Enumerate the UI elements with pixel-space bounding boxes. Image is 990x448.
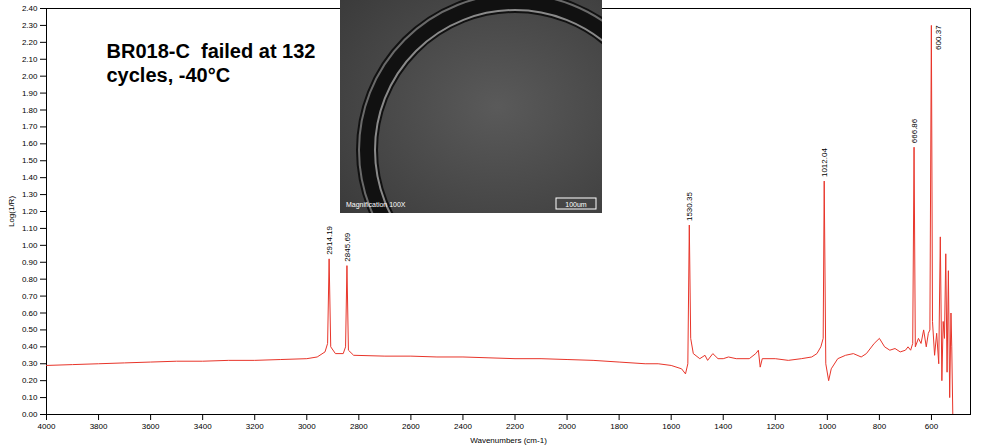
svg-text:2.40: 2.40 (22, 4, 38, 13)
svg-text:3000: 3000 (298, 422, 316, 431)
svg-text:1800: 1800 (610, 422, 628, 431)
svg-text:1000: 1000 (818, 422, 836, 431)
svg-text:0.10: 0.10 (22, 393, 38, 402)
svg-text:Magnification 100X: Magnification 100X (346, 201, 406, 209)
svg-text:3600: 3600 (142, 422, 160, 431)
svg-text:600.37: 600.37 (934, 25, 943, 50)
svg-text:2.20: 2.20 (22, 38, 38, 47)
svg-text:1.80: 1.80 (22, 106, 38, 115)
svg-text:2845.69: 2845.69 (343, 232, 352, 261)
svg-text:2600: 2600 (402, 422, 420, 431)
svg-text:0.80: 0.80 (22, 275, 38, 284)
svg-text:1.90: 1.90 (22, 89, 38, 98)
svg-text:1200: 1200 (766, 422, 784, 431)
svg-text:1.00: 1.00 (22, 241, 38, 250)
svg-text:0.90: 0.90 (22, 258, 38, 267)
svg-text:0.60: 0.60 (22, 309, 38, 318)
svg-text:666.86: 666.86 (910, 118, 919, 143)
svg-text:2400: 2400 (454, 422, 472, 431)
svg-text:2800: 2800 (350, 422, 368, 431)
svg-text:1.70: 1.70 (22, 122, 38, 131)
svg-text:Wavenumbers (cm-1): Wavenumbers (cm-1) (470, 436, 547, 445)
svg-text:1600: 1600 (662, 422, 680, 431)
svg-text:2.30: 2.30 (22, 21, 38, 30)
svg-text:1.30: 1.30 (22, 190, 38, 199)
svg-text:Log(1/R): Log(1/R) (7, 196, 16, 227)
svg-text:1.60: 1.60 (22, 139, 38, 148)
svg-text:2000: 2000 (558, 422, 576, 431)
svg-text:4000: 4000 (38, 422, 56, 431)
svg-text:1.10: 1.10 (22, 224, 38, 233)
svg-text:2.00: 2.00 (22, 72, 38, 81)
svg-text:800: 800 (873, 422, 887, 431)
svg-text:0.20: 0.20 (22, 376, 38, 385)
svg-text:600: 600 (925, 422, 939, 431)
svg-text:0.50: 0.50 (22, 325, 38, 334)
svg-text:BR018-C failed at 132cycles,: BR018-C failed at 132cycles, -40°C (107, 40, 316, 86)
svg-text:3800: 3800 (90, 422, 108, 431)
svg-text:0.70: 0.70 (22, 292, 38, 301)
svg-text:3200: 3200 (246, 422, 264, 431)
svg-text:0.30: 0.30 (22, 359, 38, 368)
svg-text:0.40: 0.40 (22, 342, 38, 351)
svg-text:2914.19: 2914.19 (325, 225, 334, 254)
svg-text:1530.35: 1530.35 (685, 192, 694, 221)
svg-text:100um: 100um (565, 201, 587, 208)
svg-text:1.50: 1.50 (22, 156, 38, 165)
svg-text:2200: 2200 (506, 422, 524, 431)
svg-text:1.20: 1.20 (22, 207, 38, 216)
svg-text:2.10: 2.10 (22, 55, 38, 64)
svg-text:0.00: 0.00 (22, 410, 38, 419)
svg-text:1012.04: 1012.04 (820, 148, 829, 177)
svg-text:1.40: 1.40 (22, 173, 38, 182)
svg-text:1400: 1400 (714, 422, 732, 431)
svg-text:3400: 3400 (194, 422, 212, 431)
